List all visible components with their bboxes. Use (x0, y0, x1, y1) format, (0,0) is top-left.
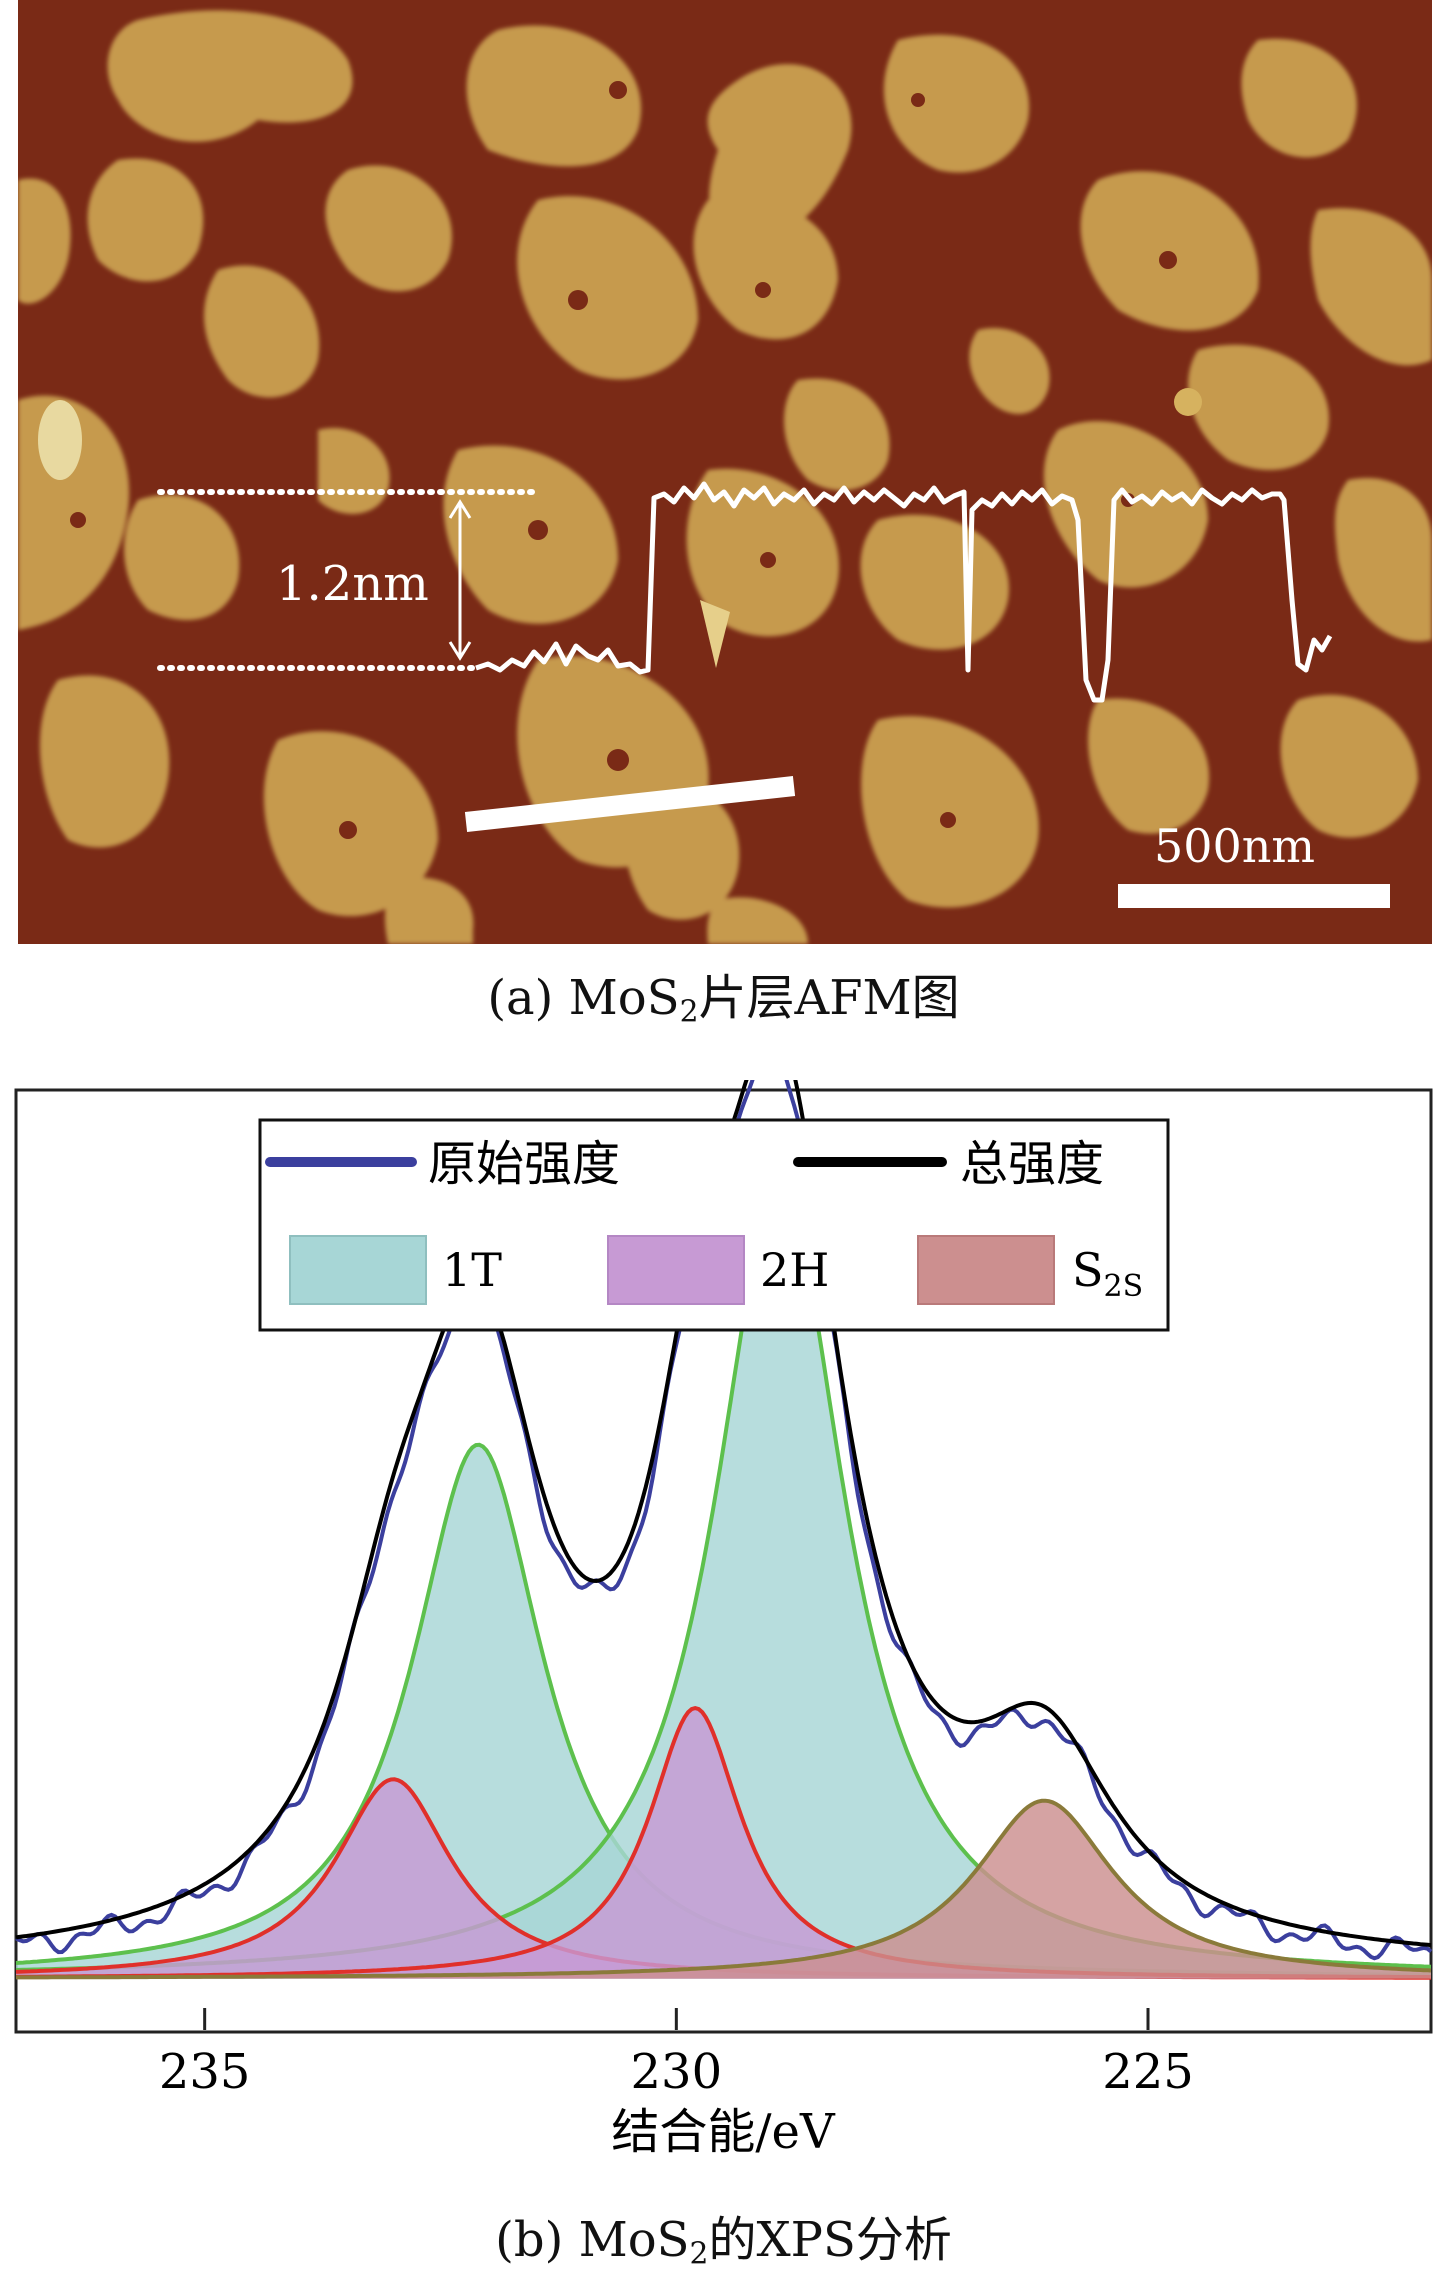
caption-b-subscript: 2 (689, 2236, 709, 2272)
x-tick-label-225: 225 (1102, 2044, 1194, 2100)
legend-2h-swatch (607, 1235, 745, 1305)
peak-fill-2h-3 (16, 1708, 1431, 1979)
scale-bar-label: 500nm (1154, 819, 1315, 873)
peak-fill-1t-1 (16, 1181, 1431, 1979)
legend-s2s-subscript: 2S (1104, 1269, 1144, 1304)
scale-bar (1118, 884, 1390, 908)
legend-2h-label: 2H (760, 1243, 829, 1297)
caption-a-prefix: (a) MoS (487, 970, 680, 1026)
peak-fill-2h-2 (16, 1779, 1431, 1979)
legend-s2s-label: S2S (1072, 1243, 1143, 1304)
legend-s2s-swatch (917, 1235, 1055, 1305)
afm-holes (70, 81, 1177, 839)
legend-1t-label: 1T (442, 1243, 502, 1297)
afm-small-particle (1174, 388, 1202, 416)
height-arrow (448, 499, 472, 661)
afm-triangle-particle (700, 600, 730, 668)
peak-layer (15, 1179, 1432, 1980)
height-label: 1.2nm (276, 556, 429, 612)
caption-a-suffix: 片层AFM图 (698, 970, 960, 1026)
x-tick-label-235: 235 (159, 2044, 251, 2100)
caption-a-subscript: 2 (679, 994, 699, 1030)
caption-a: (a) MoS2片层AFM图 (0, 970, 1447, 1040)
legend-s2s-main: S (1072, 1243, 1104, 1297)
afm-image: 1.2nm 500nm (18, 0, 1432, 944)
caption-b-prefix: (b) MoS (495, 2212, 690, 2268)
legend-total-label: 总强度 (960, 1136, 1104, 1192)
legend-1t-swatch (289, 1235, 427, 1305)
legend: 原始强度 总强度 1T 2H S2S (258, 1118, 1170, 1332)
afm-flakes (18, 10, 1432, 944)
peak-fill-s2s-4 (16, 1800, 1431, 1979)
caption-b: (b) MoS2的XPS分析 (0, 2212, 1447, 2282)
height-profile-line (475, 481, 1333, 703)
profile-path-bar (464, 776, 796, 832)
afm-bright-particle (38, 400, 82, 480)
legend-raw-label: 原始强度 (428, 1136, 620, 1192)
peak-outline-s2s-4 (16, 1798, 1432, 1980)
caption-b-suffix: 的XPS分析 (708, 2212, 952, 2268)
xps-chart: 235 230 225 结合能/eV 原始强度 总强度 1T 2H S2S (14, 1080, 1433, 2160)
x-tick-label-230: 230 (631, 2044, 723, 2100)
x-axis: 235 230 225 (159, 2008, 1194, 2100)
x-axis-label: 结合能/eV (611, 2104, 836, 2160)
